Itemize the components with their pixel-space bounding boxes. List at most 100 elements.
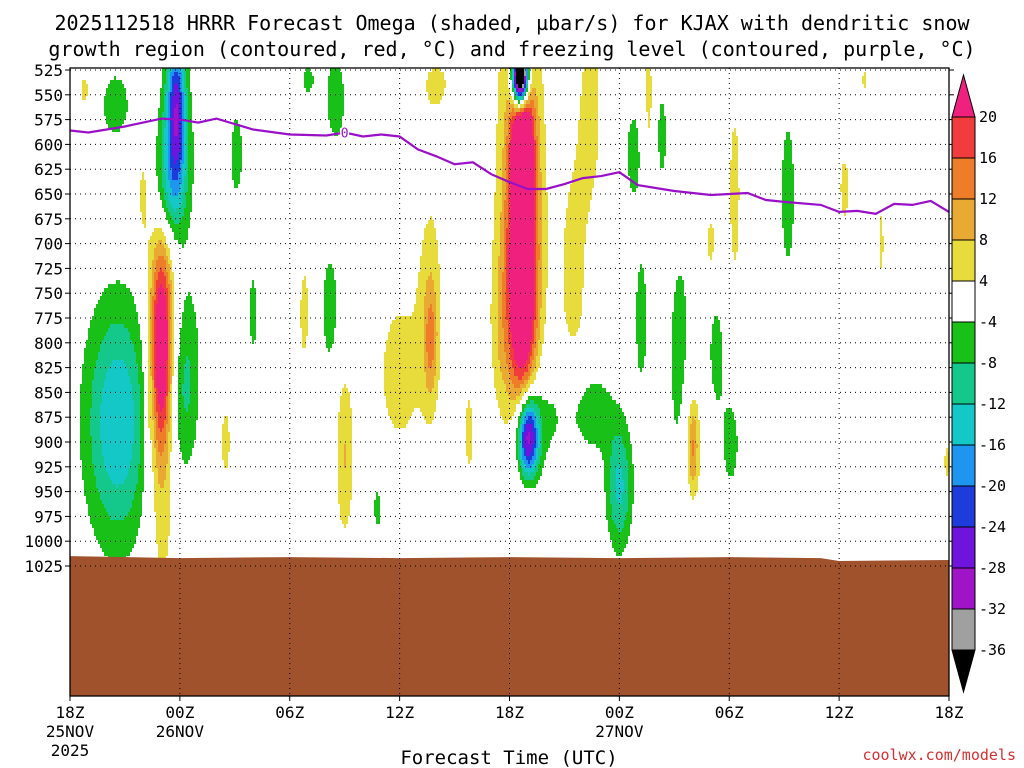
omega-cell	[342, 392, 350, 396]
omega-cell	[500, 228, 504, 232]
omega-cell	[166, 248, 170, 252]
omega-cell	[524, 88, 526, 92]
omega-cell	[782, 212, 794, 216]
omega-cell	[506, 232, 510, 236]
omega-cell	[672, 340, 686, 344]
omega-cell	[466, 432, 472, 436]
omega-cell	[508, 220, 510, 224]
omega-cell	[166, 284, 170, 288]
omega-cell	[136, 488, 144, 492]
omega-cell	[166, 392, 168, 396]
omega-cell	[436, 360, 440, 364]
omega-cell	[506, 272, 508, 276]
omega-cell	[158, 480, 164, 484]
omega-cell	[428, 388, 432, 392]
omega-cell	[304, 84, 312, 88]
omega-cell	[190, 376, 198, 380]
omega-cell	[168, 84, 170, 88]
omega-cell	[946, 472, 948, 476]
omega-cell	[168, 456, 170, 460]
omega-cell	[106, 116, 126, 120]
omega-cell	[506, 104, 514, 108]
colorbar-label: -8	[979, 354, 997, 372]
omega-cell	[148, 256, 154, 260]
omega-cell	[526, 80, 528, 84]
omega-cell	[222, 448, 230, 452]
omega-cell	[538, 444, 540, 448]
omega-cell	[536, 340, 538, 344]
omega-cell	[156, 456, 168, 460]
omega-cell	[626, 512, 632, 516]
omega-cell	[428, 276, 432, 280]
omega-cell	[498, 268, 504, 272]
omega-cell	[628, 484, 634, 488]
y-tick-label: 575	[34, 111, 63, 130]
omega-cell	[148, 320, 150, 324]
omega-cell	[710, 256, 712, 260]
omega-cell	[182, 88, 184, 92]
omega-cell	[102, 444, 132, 448]
omega-cell	[164, 108, 166, 112]
omega-cell	[646, 104, 652, 108]
omega-cell	[170, 324, 172, 328]
omega-cell	[156, 352, 168, 356]
omega-cell	[628, 476, 634, 480]
omega-cell	[338, 432, 352, 436]
omega-cell	[498, 324, 502, 328]
omega-cell	[154, 336, 156, 340]
omega-cell	[132, 384, 140, 388]
omega-cell	[182, 104, 184, 108]
omega-cell	[158, 296, 166, 300]
omega-cell	[564, 272, 584, 276]
omega-cell	[168, 168, 172, 172]
omega-cell	[168, 172, 172, 176]
omega-cell	[540, 168, 546, 172]
omega-cell	[498, 404, 516, 408]
omega-cell	[434, 356, 436, 360]
omega-cell	[434, 348, 436, 352]
omega-cell	[526, 452, 530, 456]
omega-cell	[184, 88, 188, 92]
omega-cell	[534, 176, 536, 180]
omega-cell	[502, 196, 506, 200]
omega-cell	[504, 236, 506, 240]
omega-cell	[710, 356, 722, 360]
omega-cell	[500, 220, 504, 224]
omega-cell	[508, 272, 534, 276]
omega-cell	[690, 472, 696, 476]
omega-cell	[108, 124, 122, 128]
omega-cell	[690, 444, 692, 448]
omega-cell	[328, 80, 342, 84]
omega-cell	[418, 284, 426, 288]
omega-cell	[510, 212, 534, 216]
omega-cell	[386, 396, 438, 400]
omega-cell	[170, 80, 172, 84]
omega-cell	[638, 360, 644, 364]
omega-cell	[170, 356, 172, 360]
omega-cell	[188, 112, 192, 116]
omega-cell	[178, 372, 184, 376]
omega-cell	[436, 324, 440, 328]
omega-cell	[180, 352, 198, 356]
omega-cell	[182, 196, 186, 200]
omega-cell	[304, 80, 314, 84]
omega-cell	[132, 500, 142, 504]
omega-cell	[428, 96, 442, 100]
omega-cell	[636, 336, 646, 340]
omega-cell	[512, 76, 514, 80]
omega-cell	[864, 84, 866, 88]
omega-cell	[168, 452, 170, 456]
omega-cell	[340, 404, 350, 408]
omega-cell	[424, 296, 436, 300]
omega-cell	[732, 152, 738, 156]
omega-cell	[570, 184, 594, 188]
omega-cell	[496, 156, 502, 160]
omega-cell	[188, 124, 192, 128]
omega-cell	[252, 284, 254, 288]
omega-cell	[492, 328, 498, 332]
omega-cell	[324, 300, 336, 304]
omega-cell	[542, 264, 548, 268]
omega-cell	[708, 228, 714, 232]
omega-cell	[100, 348, 134, 352]
omega-cell	[250, 316, 256, 320]
